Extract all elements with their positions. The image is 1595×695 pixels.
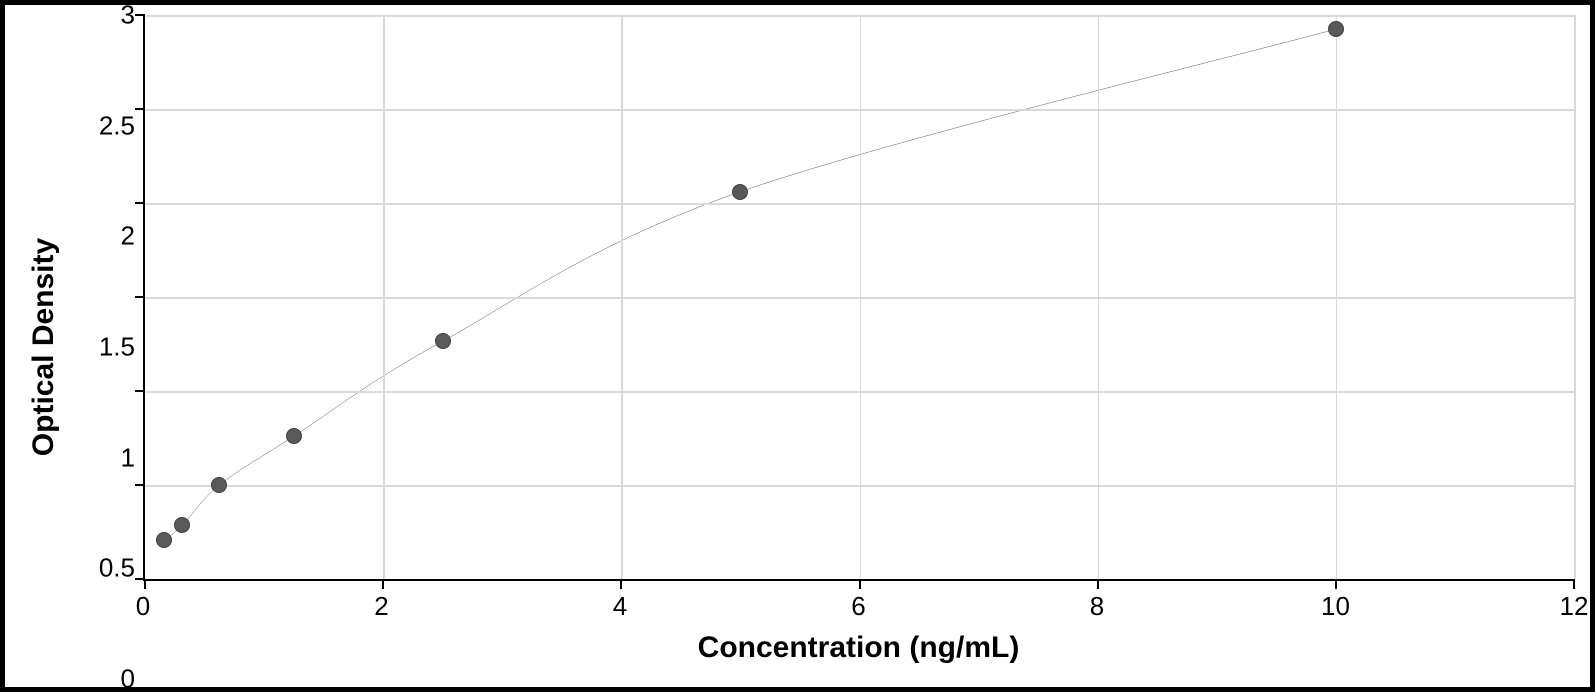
y-tick-label: 3 — [121, 0, 135, 31]
gridline-horizontal — [145, 109, 1574, 111]
data-point — [1328, 21, 1344, 37]
data-point — [211, 477, 227, 493]
x-tick-label: 6 — [851, 591, 865, 622]
x-tick-label: 2 — [374, 591, 388, 622]
y-tick-column: 00.511.522.53 — [73, 15, 143, 679]
data-point — [435, 333, 451, 349]
y-tick-label: 1.5 — [99, 332, 135, 363]
data-point — [286, 428, 302, 444]
chart-row: 00.511.522.53 024681012 Concentration (n… — [73, 15, 1574, 679]
x-axis-label-container: Concentration (ng/mL) — [143, 631, 1574, 679]
y-tick-mark — [135, 390, 145, 392]
gridline-horizontal — [145, 485, 1574, 487]
y-tick-mark — [135, 578, 145, 580]
y-tick-mark — [135, 484, 145, 486]
y-tick-mark — [135, 14, 145, 16]
chart-body: 00.511.522.53 024681012 Concentration (n… — [73, 15, 1574, 679]
y-tick-label: 1 — [121, 442, 135, 473]
x-axis-label: Concentration (ng/mL) — [698, 631, 1020, 665]
x-tick-label: 8 — [1090, 591, 1104, 622]
plot-wrap: 024681012 Concentration (ng/mL) — [143, 15, 1574, 679]
x-tick-label: 4 — [613, 591, 627, 622]
y-axis-label: Optical Density — [27, 238, 61, 456]
curve-path — [164, 29, 1336, 540]
plot-area — [143, 15, 1574, 581]
gridline-vertical — [1574, 15, 1576, 579]
x-tick-label: 12 — [1560, 591, 1589, 622]
y-tick-label: 2.5 — [99, 110, 135, 141]
gridline-horizontal — [145, 203, 1574, 205]
y-tick-mark — [135, 108, 145, 110]
gridline-horizontal — [145, 391, 1574, 393]
y-tick-label: 0 — [121, 664, 135, 695]
gridline-horizontal — [145, 15, 1574, 17]
y-tick-label: 2 — [121, 221, 135, 252]
y-tick-label: 0.5 — [99, 553, 135, 584]
gridline-horizontal — [145, 297, 1574, 299]
data-point — [156, 532, 172, 548]
y-tick-mark — [135, 296, 145, 298]
chart-frame: Optical Density 00.511.522.53 024681012 … — [0, 0, 1595, 692]
y-axis-label-container: Optical Density — [15, 15, 73, 679]
x-tick-label: 0 — [136, 591, 150, 622]
data-point — [732, 184, 748, 200]
y-tick-mark — [135, 202, 145, 204]
data-point — [174, 517, 190, 533]
x-tick-label: 10 — [1321, 591, 1350, 622]
x-tick-row: 024681012 — [143, 581, 1574, 631]
